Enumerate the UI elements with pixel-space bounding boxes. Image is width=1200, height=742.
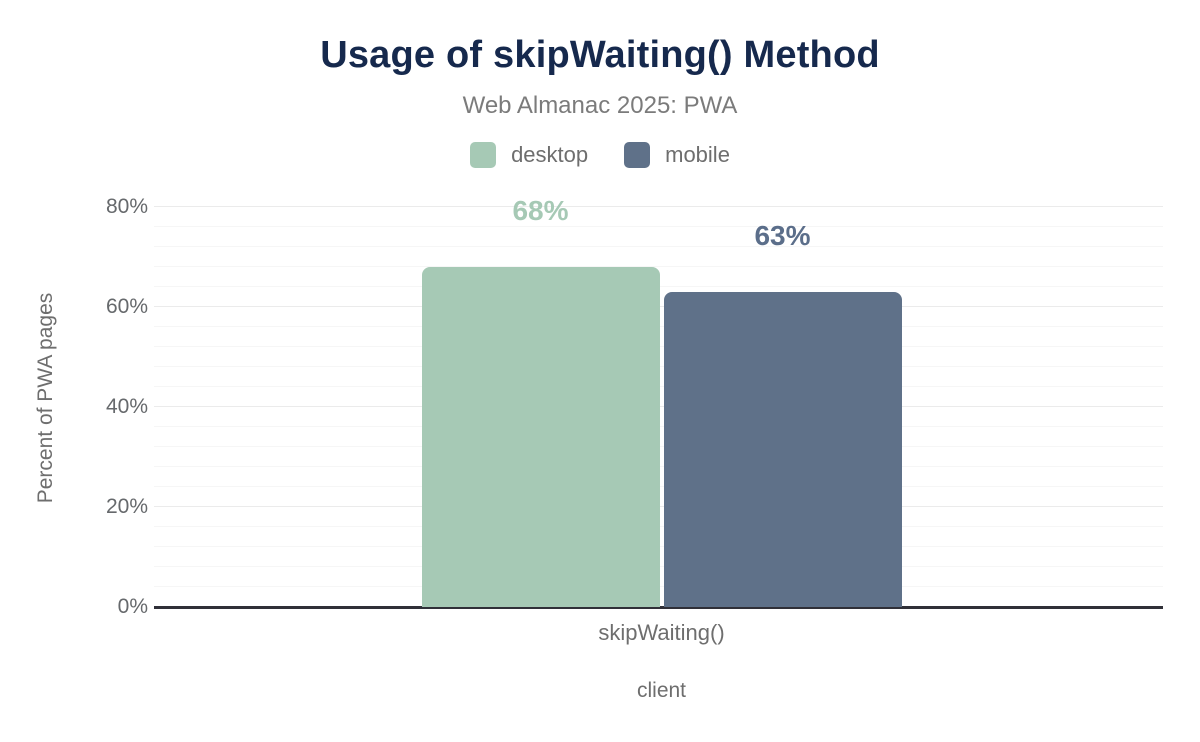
legend-swatch-desktop (470, 142, 497, 168)
y-tick-label: 0% (117, 595, 148, 618)
gridline-major (154, 206, 1163, 207)
bar-mobile (663, 292, 902, 607)
value-label-desktop: 68% (512, 195, 569, 226)
plot-area: 68% 63% (154, 187, 1163, 609)
y-tick-label: 80% (105, 195, 148, 218)
value-label-mobile: 63% (754, 220, 811, 251)
legend-item-mobile[interactable]: mobile (624, 142, 730, 168)
y-tick-label: 60% (105, 295, 148, 318)
y-axis-title: Percent of PWA pages (34, 292, 57, 504)
x-category-label: skipWaiting() (598, 620, 725, 645)
legend: desktop mobile (0, 142, 1200, 168)
chart-subtitle: Web Almanac 2025: PWA (462, 92, 738, 119)
legend-label-mobile: mobile (665, 142, 730, 167)
x-axis-title: client (636, 679, 687, 702)
y-tick-label: 40% (105, 395, 148, 418)
chart-title: Usage of skipWaiting() Method (320, 34, 880, 76)
gridline-minor (154, 246, 1163, 247)
gridline-minor (154, 226, 1163, 227)
y-tick-label: 20% (105, 495, 148, 518)
x-axis-line (154, 606, 1163, 609)
bar-desktop (421, 267, 660, 607)
legend-item-desktop[interactable]: desktop (470, 142, 588, 168)
gridline-minor (154, 266, 1163, 267)
legend-label-desktop: desktop (511, 142, 589, 167)
legend-swatch-mobile (624, 142, 651, 168)
